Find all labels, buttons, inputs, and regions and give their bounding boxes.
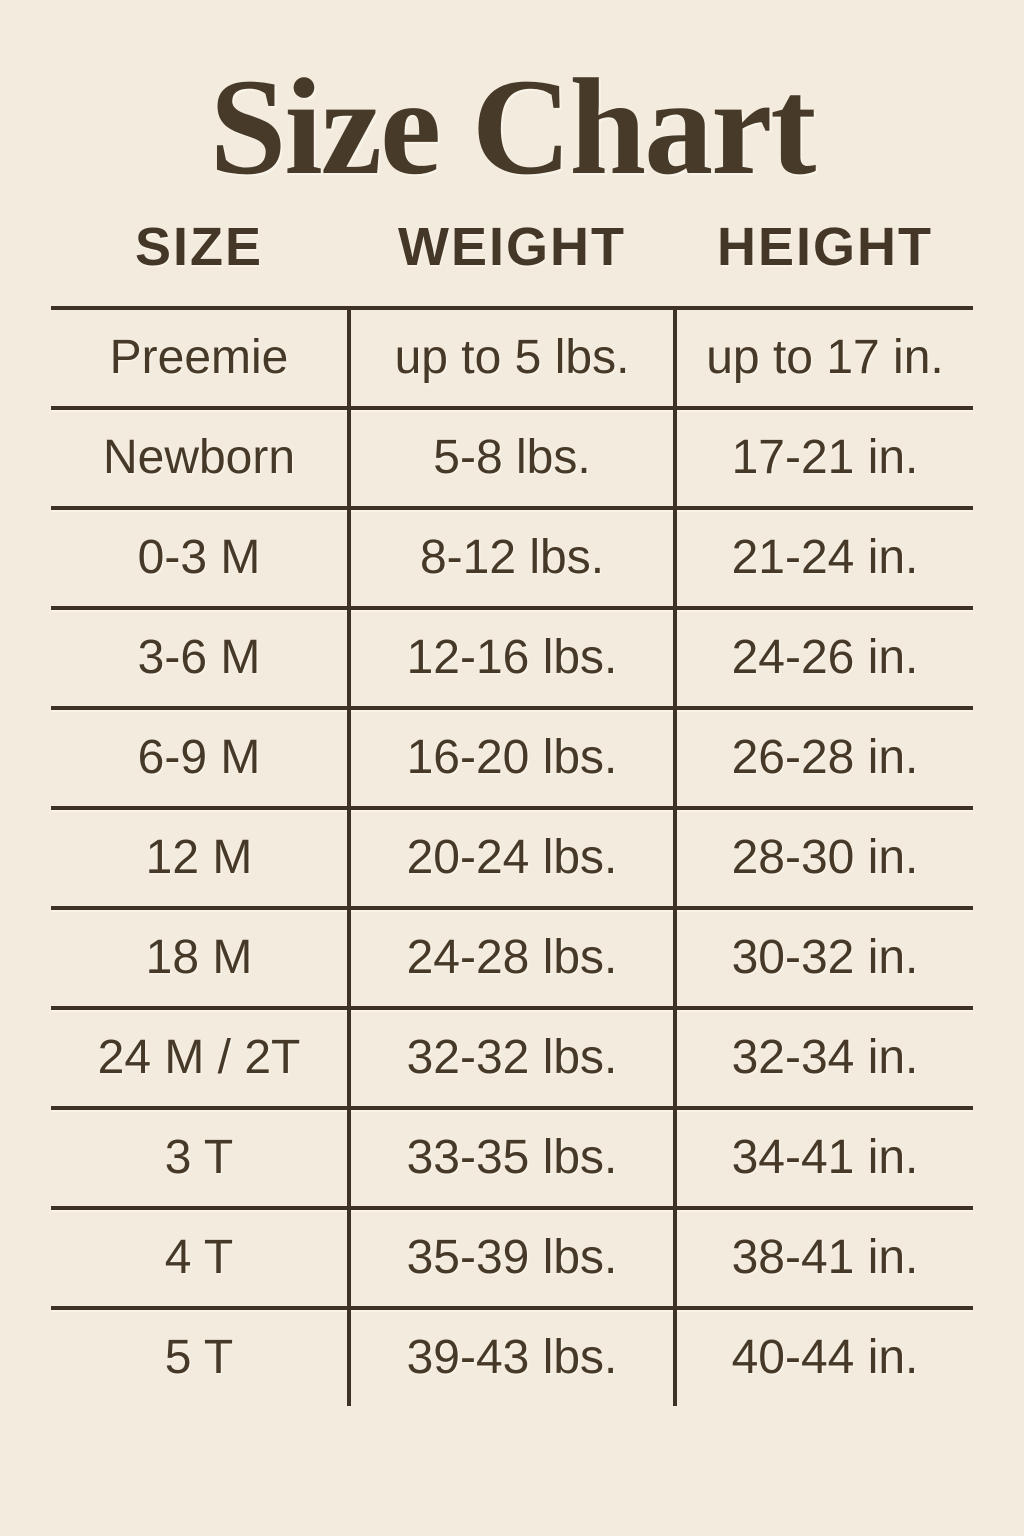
table-row: 24 M / 2T 32-32 lbs. 32-34 in. — [51, 1010, 973, 1110]
page-title: Size Chart — [209, 50, 817, 203]
height-cell: 26-28 in. — [731, 731, 919, 784]
height-cell: 40-44 in. — [731, 1331, 919, 1384]
size-cell: 18 M — [145, 931, 253, 984]
height-cell: 34-41 in. — [731, 1131, 919, 1184]
table-row: 6-9 M 16-20 lbs. 26-28 in. — [51, 710, 973, 810]
table-body: Preemie up to 5 lbs. up to 17 in. Newbor… — [51, 306, 973, 1406]
table-header-row: SIZE WEIGHT HEIGHT — [51, 212, 973, 282]
weight-cell: 39-43 lbs. — [347, 1310, 677, 1406]
size-cell: 12 M — [145, 831, 253, 884]
height-cell: 17-21 in. — [731, 431, 919, 484]
column-header-size: SIZE — [134, 217, 264, 277]
weight-cell: 24-28 lbs. — [347, 910, 677, 1006]
height-cell: 24-26 in. — [731, 631, 919, 684]
column-header-weight: WEIGHT — [398, 217, 626, 277]
weight-cell: 33-35 lbs. — [347, 1110, 677, 1206]
height-cell: 28-30 in. — [731, 831, 919, 884]
size-cell: 5 T — [164, 1331, 234, 1384]
table-row: 12 M 20-24 lbs. 28-30 in. — [51, 810, 973, 910]
height-cell: 30-32 in. — [731, 931, 919, 984]
weight-cell: 5-8 lbs. — [347, 410, 677, 506]
height-cell: up to 17 in. — [706, 331, 944, 384]
height-cell: 38-41 in. — [731, 1231, 919, 1284]
size-cell: 4 T — [164, 1231, 234, 1284]
table-row: 18 M 24-28 lbs. 30-32 in. — [51, 910, 973, 1010]
table-row: 3-6 M 12-16 lbs. 24-26 in. — [51, 610, 973, 710]
table-row: Newborn 5-8 lbs. 17-21 in. — [51, 410, 973, 510]
size-cell: 3 T — [164, 1131, 234, 1184]
table-row: 0-3 M 8-12 lbs. 21-24 in. — [51, 510, 973, 610]
height-cell: 21-24 in. — [731, 531, 919, 584]
table-row: 4 T 35-39 lbs. 38-41 in. — [51, 1210, 973, 1310]
weight-cell: 35-39 lbs. — [347, 1210, 677, 1306]
weight-cell: 12-16 lbs. — [347, 610, 677, 706]
size-cell: Preemie — [109, 331, 289, 384]
table-row: Preemie up to 5 lbs. up to 17 in. — [51, 310, 973, 410]
weight-cell: 8-12 lbs. — [347, 510, 677, 606]
size-cell: 0-3 M — [137, 531, 261, 584]
size-cell: 3-6 M — [137, 631, 261, 684]
weight-cell: 16-20 lbs. — [347, 710, 677, 806]
table-row: 3 T 33-35 lbs. 34-41 in. — [51, 1110, 973, 1210]
size-cell: 6-9 M — [137, 731, 261, 784]
weight-cell: up to 5 lbs. — [347, 310, 677, 406]
height-cell: 32-34 in. — [731, 1031, 919, 1084]
column-header-height: HEIGHT — [716, 217, 933, 277]
table-row: 5 T 39-43 lbs. 40-44 in. — [51, 1310, 973, 1406]
weight-cell: 20-24 lbs. — [347, 810, 677, 906]
weight-cell: 32-32 lbs. — [347, 1010, 677, 1106]
size-chart-table: SIZE WEIGHT HEIGHT Preemie up to 5 lbs. … — [51, 212, 973, 1406]
size-cell: Newborn — [102, 431, 296, 484]
size-cell: 24 M / 2T — [97, 1031, 301, 1084]
